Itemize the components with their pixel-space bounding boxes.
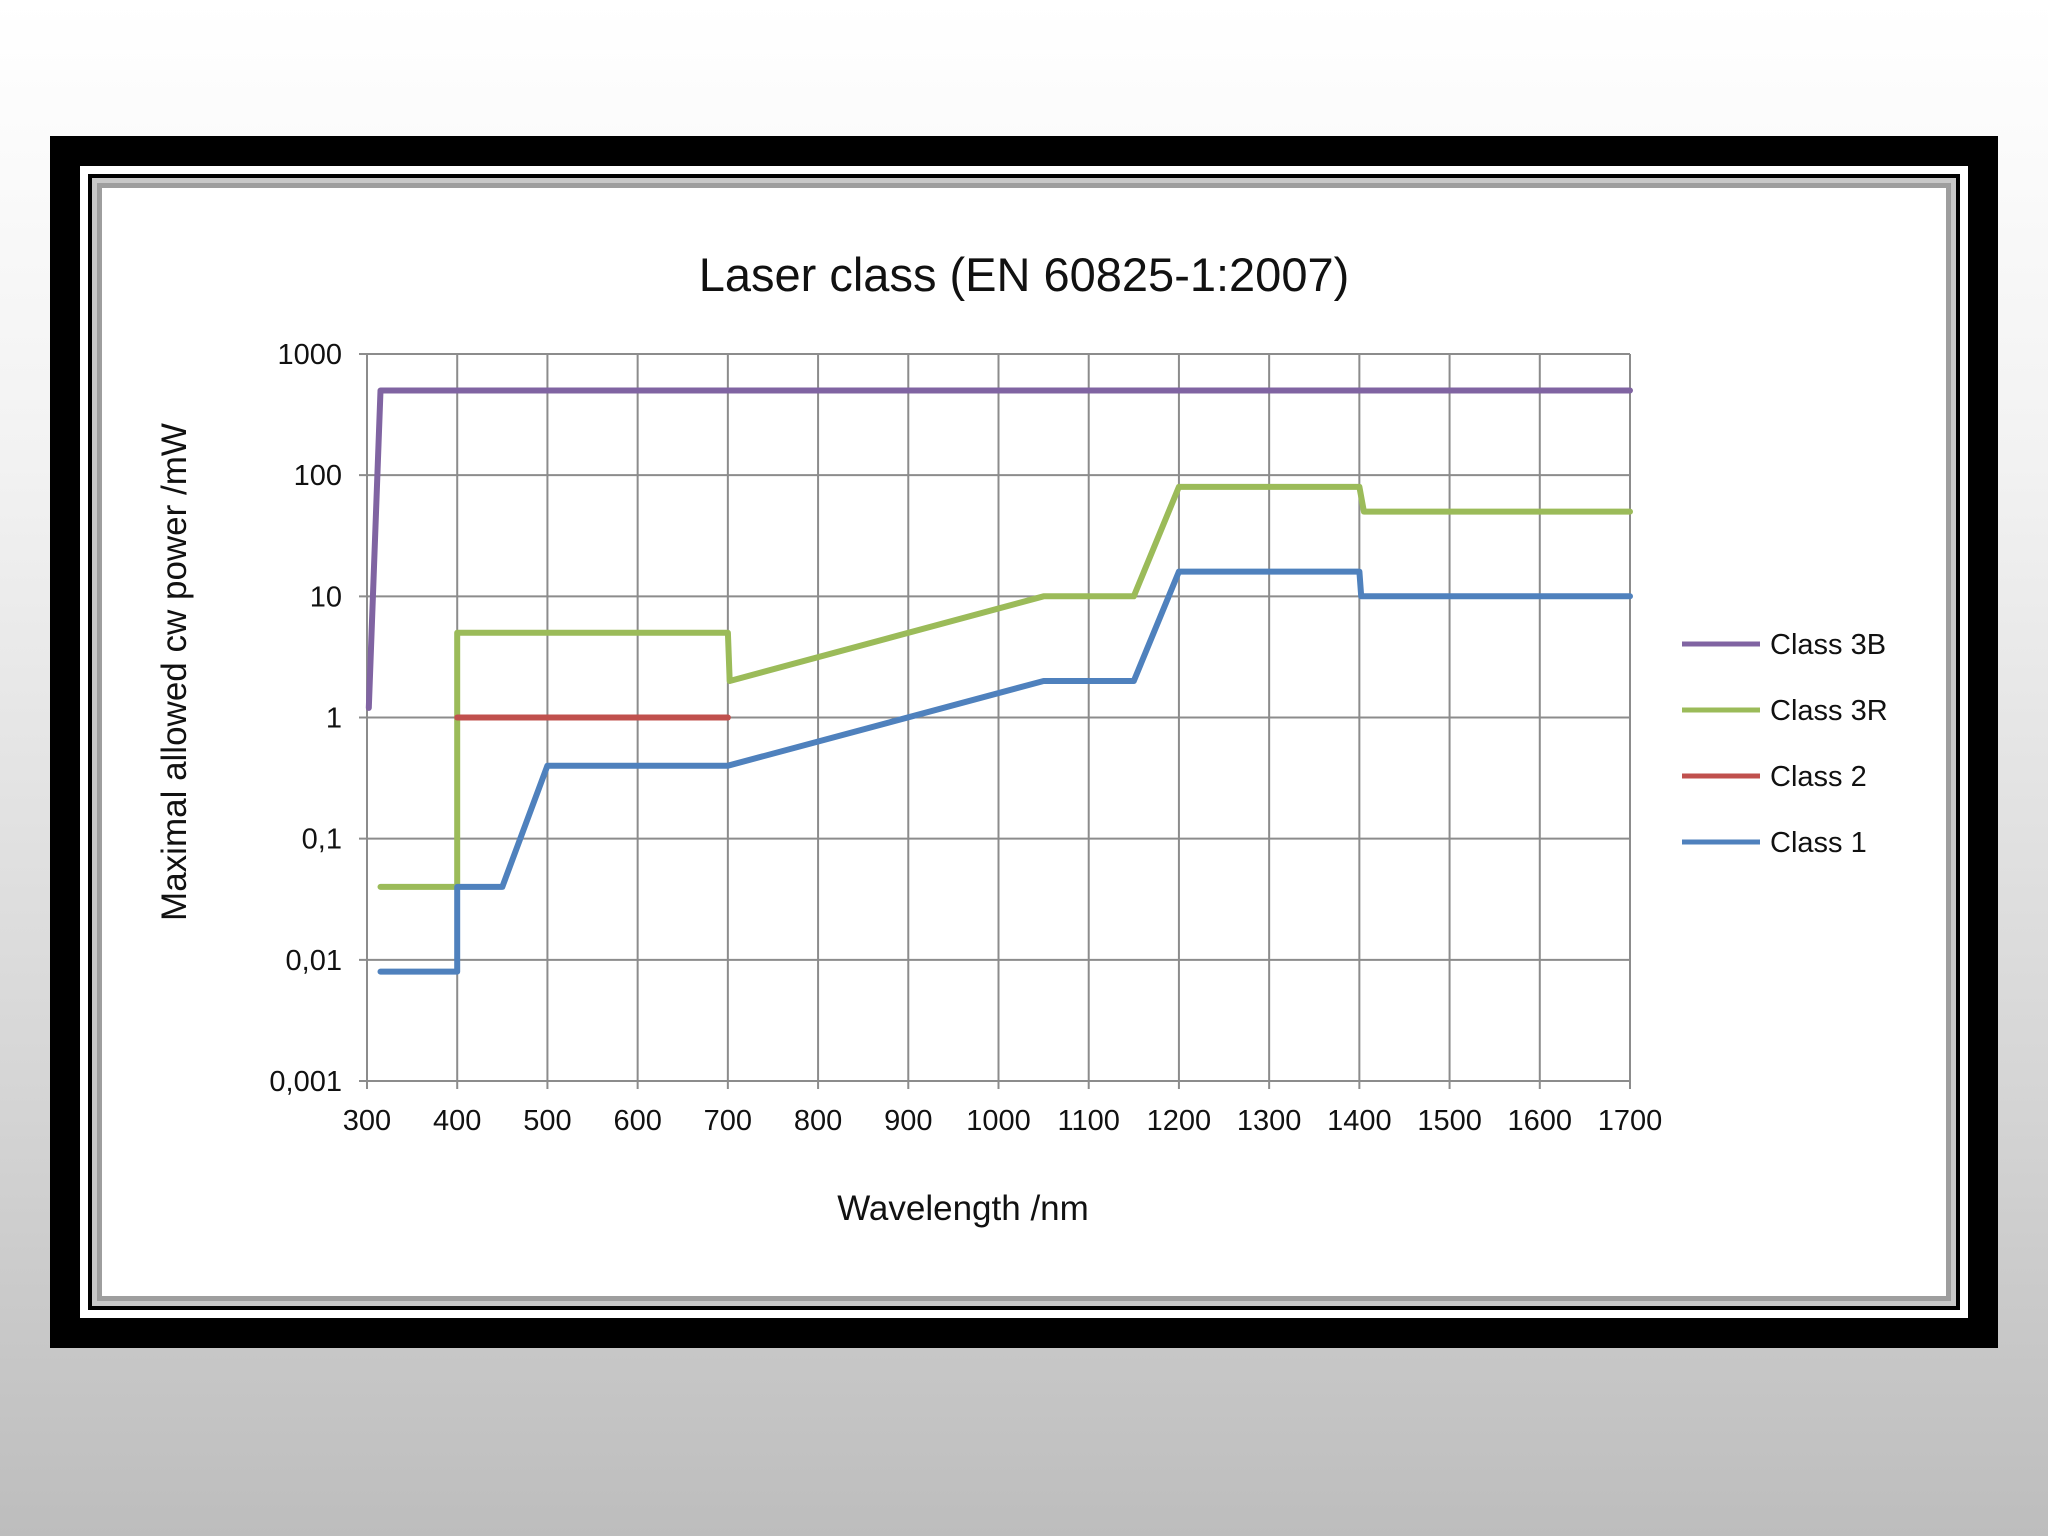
x-tick-label: 1500: [1417, 1105, 1482, 1137]
legend-label-class-2: Class 2: [1770, 761, 1867, 793]
y-tick-label: 0,1: [302, 824, 342, 856]
x-tick-label: 1400: [1327, 1105, 1392, 1137]
x-axis-label: Wavelength /nm: [837, 1189, 1089, 1228]
y-tick-label: 10: [310, 581, 342, 613]
y-axis-label: Maximal allowed cw power /mW: [155, 423, 194, 921]
x-tick-label: 600: [613, 1105, 661, 1137]
chart-canvas: Laser class (EN 60825-1:2007) Wavelength…: [102, 188, 1946, 1296]
series-line-class-3b: [365, 387, 1633, 711]
x-tick-label: 700: [704, 1105, 752, 1137]
legend-label-class-1: Class 1: [1770, 827, 1867, 859]
x-tick-label: 1600: [1508, 1105, 1573, 1137]
x-tick-label: 900: [884, 1105, 932, 1137]
x-tick-label: 1700: [1598, 1105, 1663, 1137]
x-tick-label: 500: [523, 1105, 571, 1137]
x-tick-label: 300: [343, 1105, 391, 1137]
series-lines: [365, 387, 1633, 975]
x-tick-label: 1000: [966, 1105, 1031, 1137]
x-tick-label: 1300: [1237, 1105, 1302, 1137]
y-tick-label: 0,01: [286, 945, 342, 977]
series-line-class-3r: [377, 483, 1633, 890]
x-tick-label: 400: [433, 1105, 481, 1137]
y-tick-label: 0,001: [269, 1066, 342, 1098]
x-tick-label: 1200: [1147, 1105, 1212, 1137]
grid: [359, 353, 1631, 1089]
legend: Class 3B Class 3R Class 2 Class 1: [1682, 629, 1888, 859]
series-line-class-1: [377, 568, 1633, 975]
y-tick-label: 1000: [277, 339, 342, 371]
tick-labels: 300 400 500 600 700 800 900 1000 1100 1200 1300 140…: [269, 339, 1662, 1137]
y-tick-label: 1: [326, 703, 342, 735]
y-tick-label: 100: [294, 460, 342, 492]
x-tick-label: 1100: [1058, 1105, 1120, 1137]
x-tick-label: 800: [794, 1105, 842, 1137]
legend-label-class-3b: Class 3B: [1770, 629, 1886, 661]
chart-title: Laser class (EN 60825-1:2007): [699, 248, 1350, 301]
laser-class-chart: Laser class (EN 60825-1:2007) Wavelength…: [155, 248, 1888, 1228]
legend-label-class-3r: Class 3R: [1770, 695, 1888, 727]
